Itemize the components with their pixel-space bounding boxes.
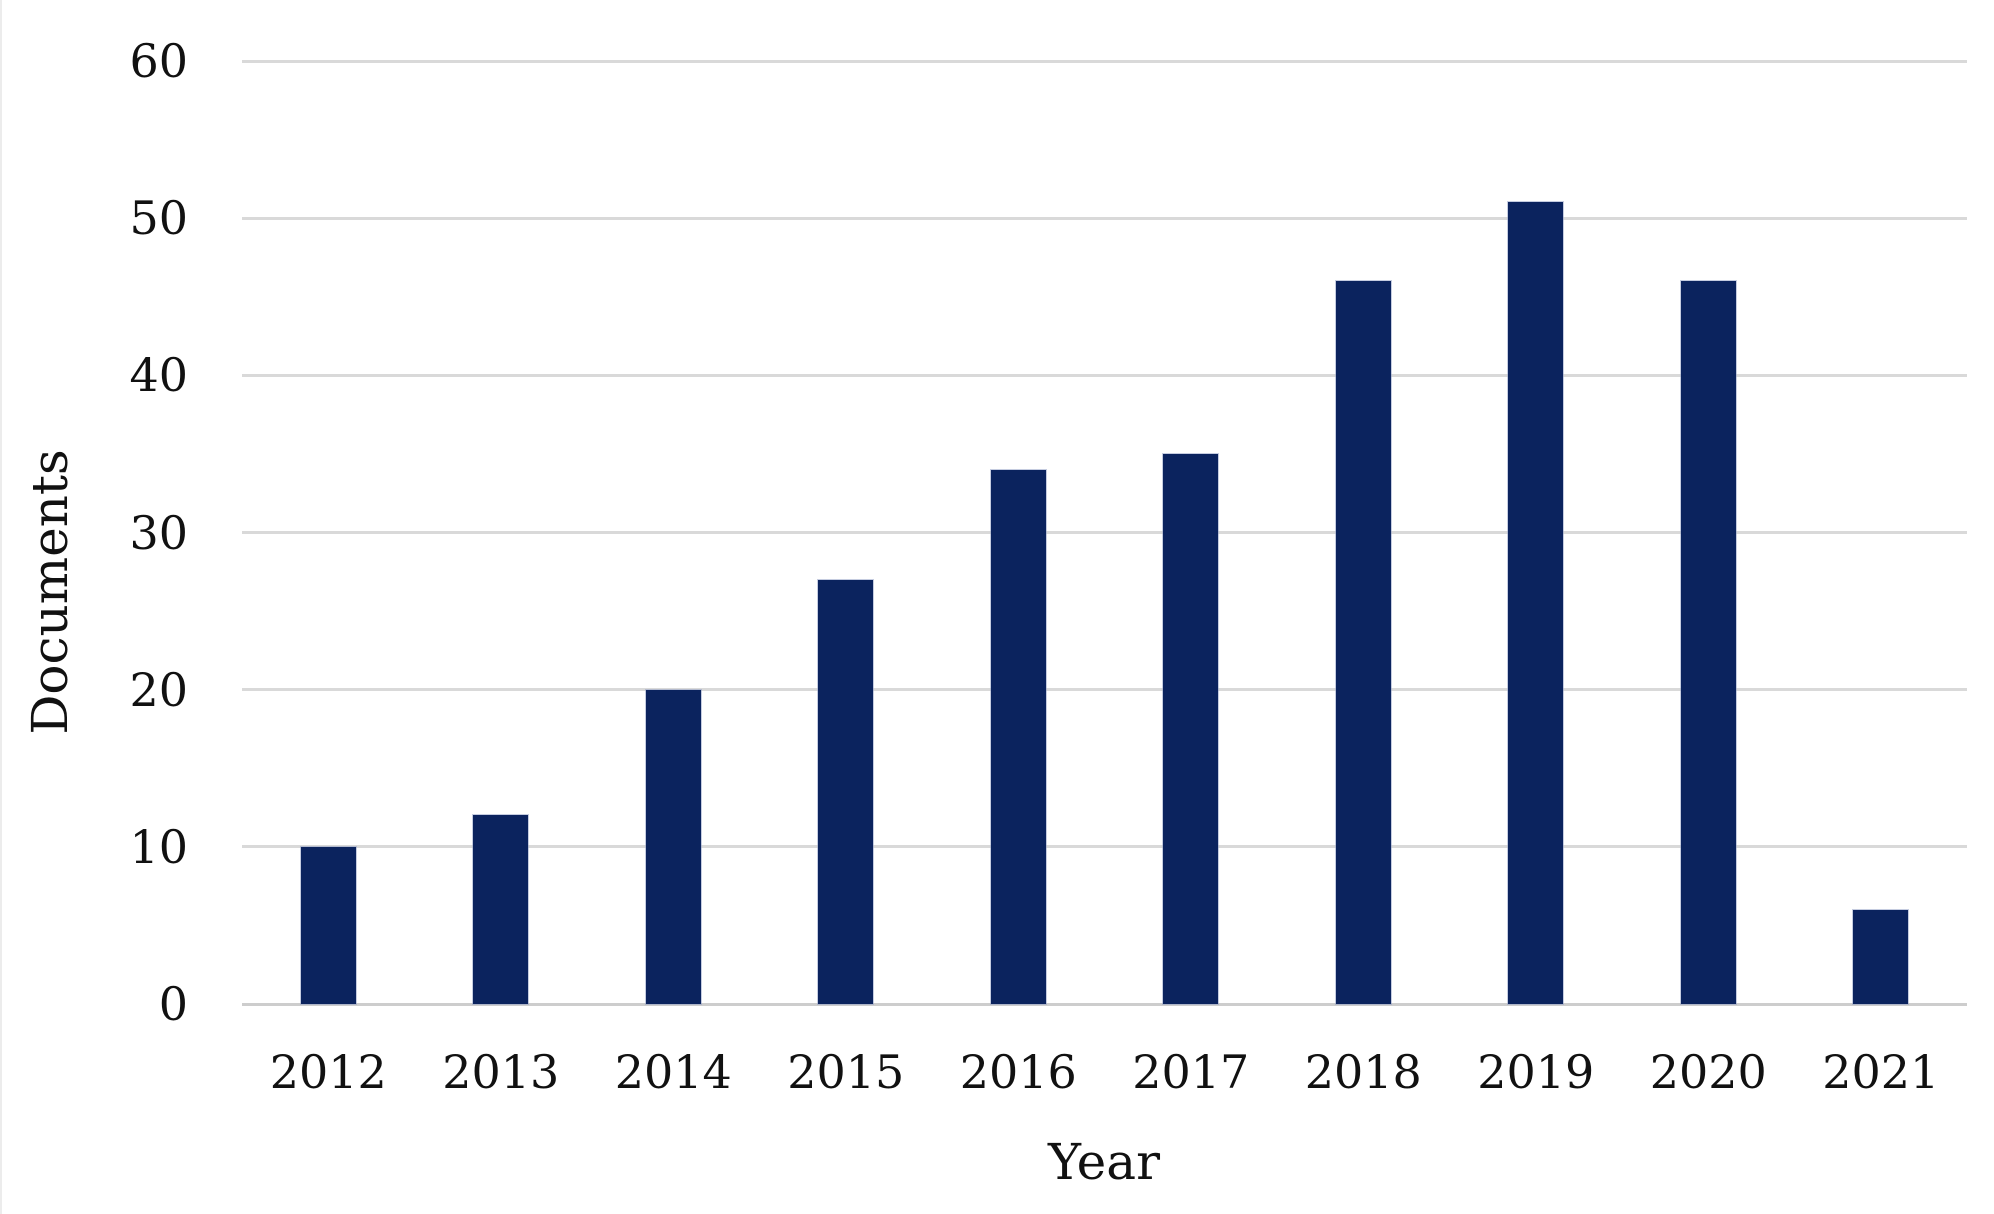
gridline	[242, 688, 1967, 692]
y-tick-label: 40	[129, 348, 188, 403]
plot-area	[242, 59, 1967, 1006]
gridline	[242, 373, 1967, 377]
x-tick-label-2019: 2019	[1477, 1045, 1595, 1099]
gridline	[242, 216, 1967, 220]
bar-2014	[645, 689, 701, 1004]
y-tick-label: 60	[129, 34, 188, 88]
x-axis-title: Year	[1048, 1133, 1160, 1191]
y-tick-label: 10	[129, 819, 188, 874]
bar-2013	[473, 815, 529, 1004]
y-tick-label: 20	[129, 662, 188, 717]
x-tick-label-2018: 2018	[1304, 1045, 1422, 1099]
y-tick-label: 30	[129, 505, 188, 560]
x-axis-line	[242, 1002, 1967, 1006]
bar-2017	[1163, 453, 1219, 1004]
x-tick-label-2016: 2016	[959, 1045, 1077, 1099]
x-tick-label-2015: 2015	[787, 1045, 905, 1099]
x-tick-label-2021: 2021	[1822, 1045, 1940, 1099]
gridline	[242, 59, 1967, 63]
y-tick-label: 50	[129, 191, 188, 246]
gridline	[242, 845, 1967, 849]
x-tick-label-2012: 2012	[269, 1045, 387, 1099]
bar-2021	[1853, 909, 1909, 1004]
y-tick-label: 0	[158, 977, 188, 1031]
x-tick-label-2017: 2017	[1132, 1045, 1250, 1099]
bar-2016	[990, 469, 1046, 1004]
bar-2019	[1508, 202, 1564, 1004]
gridline	[242, 531, 1967, 534]
x-tick-label-2013: 2013	[442, 1045, 560, 1099]
x-tick-label-2014: 2014	[614, 1045, 732, 1099]
bar-2012	[300, 846, 356, 1004]
bar-2020	[1680, 281, 1736, 1004]
bar-2018	[1335, 281, 1391, 1004]
x-tick-label-2020: 2020	[1649, 1045, 1767, 1099]
bar-2015	[818, 579, 874, 1004]
